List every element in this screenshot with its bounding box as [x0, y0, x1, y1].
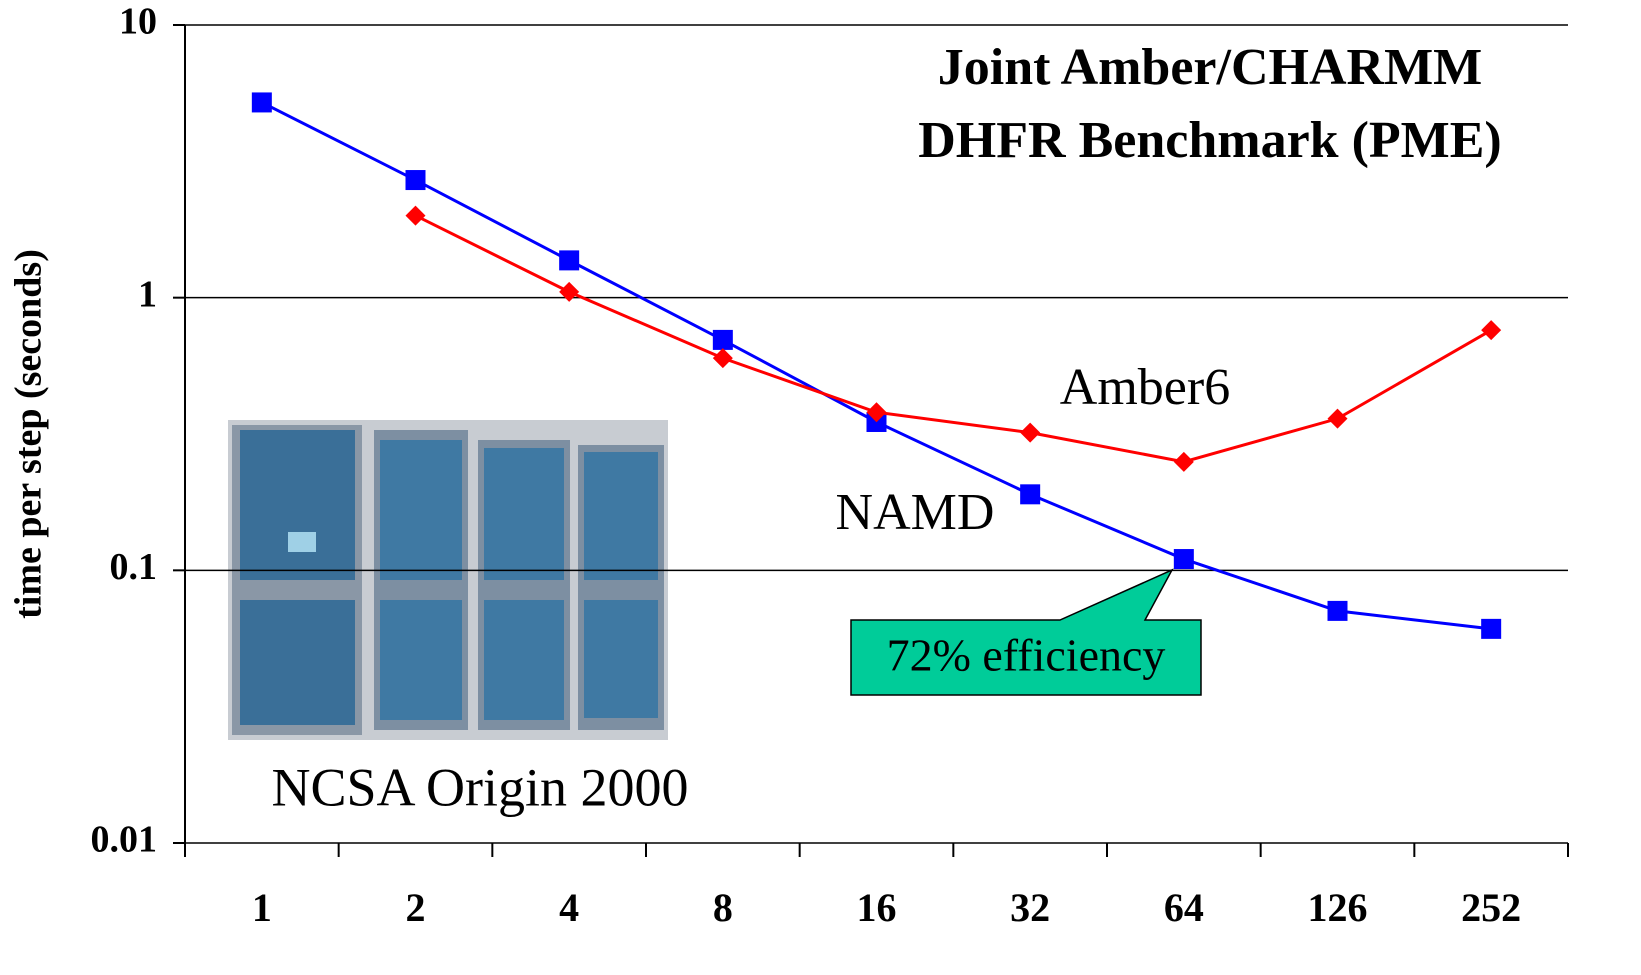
series-label: Amber6	[1060, 359, 1230, 416]
point	[1481, 320, 1502, 341]
x-tick-label: 32	[1010, 885, 1050, 930]
point	[1173, 549, 1194, 570]
y-axis-title: time per step (seconds)	[8, 249, 50, 619]
chart-title: Joint Amber/CHARMM	[938, 39, 1482, 96]
y-tick-label: 10	[119, 1, 157, 43]
point	[559, 281, 580, 302]
point	[251, 92, 272, 113]
point	[1481, 618, 1502, 639]
point	[866, 402, 887, 423]
point	[712, 329, 733, 350]
point	[1020, 422, 1041, 443]
x-tick-label: 252	[1461, 885, 1521, 930]
series-line	[414, 214, 1492, 464]
series-label: NAMD	[836, 484, 995, 541]
x-tick-label: 126	[1308, 885, 1368, 930]
callout-text: 72% efficiency	[887, 630, 1166, 681]
point	[559, 250, 580, 271]
point	[1020, 484, 1041, 505]
y-tick-label: 0.1	[110, 546, 158, 588]
x-tick-label: 1	[252, 885, 272, 930]
point	[405, 170, 426, 191]
x-tick-label: 8	[713, 885, 733, 930]
point	[1327, 408, 1348, 429]
image-caption: NCSA Origin 2000	[271, 757, 688, 817]
point	[712, 348, 733, 369]
x-tick-label: 64	[1164, 885, 1204, 930]
y-tick-label: 0.01	[91, 819, 158, 861]
computer-image	[228, 420, 668, 740]
point	[405, 205, 426, 226]
x-tick-label: 16	[857, 885, 897, 930]
x-tick-label: 2	[406, 885, 426, 930]
point	[1173, 451, 1194, 472]
point	[1327, 600, 1348, 621]
y-tick-label: 1	[138, 273, 157, 315]
x-tick-label: 4	[559, 885, 579, 930]
callout	[850, 568, 1202, 696]
chart-title: DHFR Benchmark (PME)	[918, 112, 1501, 169]
